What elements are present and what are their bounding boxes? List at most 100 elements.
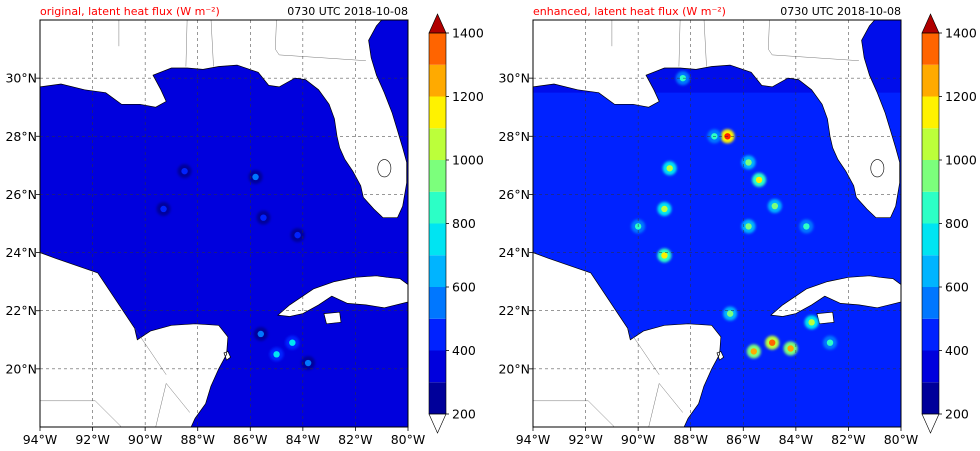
- x-axis-labels: 94°W 92°W 90°W 88°W 86°W 84°W 82°W 80°W: [516, 427, 918, 447]
- y-tick-label: 28°N: [5, 129, 37, 144]
- y-axis-labels: 20°N 22°N 24°N 26°N 28°N 30°N: [498, 71, 533, 376]
- coastlines: [40, 20, 408, 427]
- colorbar-tick-label: 1000: [945, 153, 977, 168]
- x-tick-label: 86°W: [726, 432, 761, 447]
- x-tick-label: 94°W: [23, 432, 58, 447]
- y-tick-label: 28°N: [498, 129, 530, 144]
- y-tick-label: 30°N: [5, 71, 37, 86]
- x-tick-label: 92°W: [75, 432, 110, 447]
- flux-hotspot: [289, 339, 296, 346]
- gridlines: [533, 20, 901, 427]
- flux-hotspot: [755, 176, 763, 184]
- colorbar-tick-label: 800: [452, 216, 476, 231]
- coastline: [816, 311, 835, 325]
- flux-hotspot: [803, 223, 810, 230]
- y-tick-label: 20°N: [498, 361, 530, 376]
- colorbar-segment: [429, 382, 446, 414]
- flux-hotspot: [771, 202, 779, 210]
- colorbar-segment: [922, 287, 939, 319]
- panel-title-right: 0730 UTC 2018-10-08: [780, 5, 901, 18]
- colorbar-tick-label: 600: [945, 280, 969, 295]
- y-tick-label: 26°N: [498, 187, 530, 202]
- hotspots: [156, 164, 316, 371]
- political-border: [40, 400, 122, 427]
- colorbar-segment: [922, 382, 939, 414]
- land-mask: [816, 312, 834, 324]
- y-tick-label: 24°N: [498, 245, 530, 260]
- coastline: [323, 311, 342, 325]
- lake-okeechobee: [377, 159, 392, 178]
- colorbar-tick-label: 200: [945, 407, 969, 422]
- colorbar-segment: [429, 64, 446, 97]
- colorbar-segment: [429, 160, 446, 192]
- political-border: [185, 20, 188, 67]
- colorbar-extend-min: [921, 413, 940, 434]
- political-border: [678, 20, 681, 67]
- land-mask: [717, 351, 724, 361]
- colorbar-segment: [922, 350, 939, 383]
- coastline: [40, 20, 408, 219]
- hotspots: [631, 71, 838, 359]
- map-frame: [532, 19, 902, 428]
- x-tick-label: 88°W: [180, 432, 215, 447]
- coastlines: [533, 20, 901, 427]
- y-tick-label: 24°N: [5, 245, 37, 260]
- colorbar-tick-label: 1200: [945, 89, 977, 104]
- panel-original: original, latent heat flux (W m⁻²) 0730 …: [5, 5, 483, 447]
- flux-hotspot: [745, 223, 752, 230]
- political-border: [768, 20, 859, 61]
- colorbar-segment: [922, 160, 939, 192]
- colorbar: 200 400 600 800 1000 1200 1400: [428, 13, 484, 434]
- flux-hotspot: [273, 351, 280, 358]
- x-tick-label: 80°W: [391, 432, 426, 447]
- y-tick-label: 26°N: [5, 187, 37, 202]
- colorbar-segment: [922, 318, 939, 351]
- colorbar-segment: [429, 255, 446, 287]
- flux-hotspot: [252, 173, 259, 181]
- panel-title-right: 0730 UTC 2018-10-08: [287, 5, 408, 18]
- colorbar-tick-label: 600: [452, 280, 476, 295]
- colorbar-tick-label: 1200: [452, 89, 484, 104]
- flux-hotspot: [745, 159, 752, 166]
- flux-hotspot: [160, 205, 167, 213]
- x-tick-label: 88°W: [673, 432, 708, 447]
- colorbar-tick-label: 400: [452, 343, 476, 358]
- flux-hotspot: [304, 359, 312, 367]
- x-tick-label: 90°W: [621, 432, 656, 447]
- y-tick-label: 22°N: [5, 303, 37, 318]
- political-border: [533, 400, 615, 427]
- land-mask: [40, 20, 407, 218]
- y-tick-label: 22°N: [498, 303, 530, 318]
- colorbar-segment: [429, 191, 446, 224]
- y-axis-labels: 20°N 22°N 24°N 26°N 28°N 30°N: [5, 71, 40, 376]
- colorbar-tick-label: 200: [452, 407, 476, 422]
- x-tick-label: 86°W: [233, 432, 268, 447]
- flux-hotspot: [260, 214, 267, 221]
- colorbar-segment: [922, 128, 939, 160]
- colorbar-segment: [922, 191, 939, 224]
- coastline: [277, 275, 408, 317]
- flux-hotspot: [294, 231, 301, 239]
- coastline: [716, 350, 725, 361]
- land-mask: [224, 351, 231, 361]
- flux-hotspot: [661, 252, 668, 259]
- flux-field: [40, 20, 408, 427]
- land-mask: [533, 20, 900, 218]
- colorbar-tick-label: 400: [945, 343, 969, 358]
- colorbar-segment: [429, 128, 446, 160]
- colorbar-extend-max: [921, 13, 940, 34]
- y-tick-label: 30°N: [498, 71, 530, 86]
- political-border: [210, 20, 214, 67]
- colorbar-segment: [429, 96, 446, 129]
- coastline: [533, 20, 901, 219]
- x-tick-label: 82°W: [831, 432, 866, 447]
- political-border: [134, 328, 167, 375]
- colorbar-segment: [922, 223, 939, 256]
- political-border: [648, 382, 683, 427]
- y-tick-label: 20°N: [5, 361, 37, 376]
- political-border: [155, 382, 190, 427]
- flux-field: [533, 20, 901, 427]
- colorbar-segment: [429, 33, 446, 65]
- coastline: [770, 275, 901, 317]
- colorbar-segment: [429, 318, 446, 351]
